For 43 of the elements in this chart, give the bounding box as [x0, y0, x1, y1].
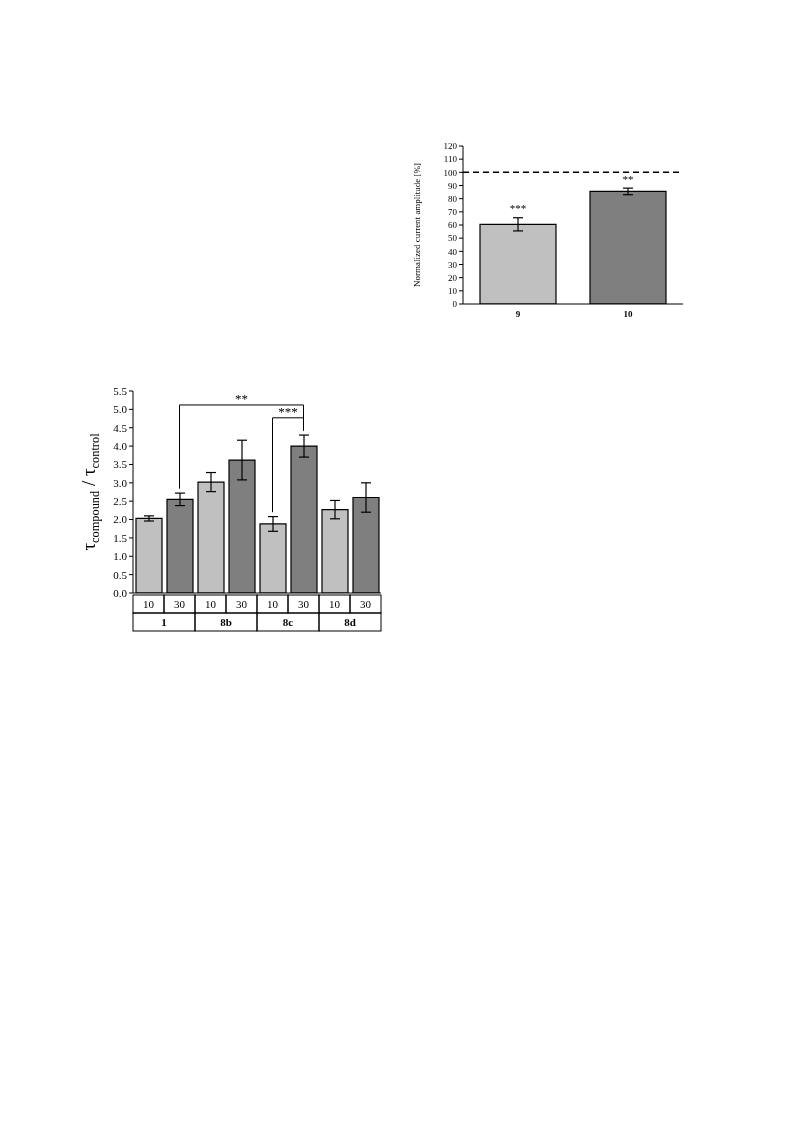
y-tick-label: 50 [448, 233, 458, 244]
y-tick-label: 120 [443, 141, 458, 152]
y-tick-label: 110 [443, 154, 458, 165]
legend-label: 30 [174, 598, 186, 610]
y-tick-label: 30 [448, 259, 458, 270]
x-tick-label: 1 [161, 616, 167, 628]
y-tick-label: 1.0 [113, 550, 128, 563]
category-label: 10 [267, 598, 278, 610]
category-label: 10 [329, 598, 340, 610]
annotation: *** [509, 202, 527, 215]
y-tick-label: 5.5 [113, 384, 128, 397]
text: 30 [236, 598, 247, 610]
y-tick-label: 80 [448, 193, 458, 204]
annotation: ** [235, 390, 248, 406]
y-tick-label: 0 [452, 299, 458, 310]
y-tick-label: 0.0 [113, 586, 128, 599]
text: 30 [360, 598, 371, 610]
y-tick-label: 3.5 [113, 458, 128, 471]
y-axis-title: Normalized current amplitude [%] [411, 162, 422, 288]
y-tick-label: 40 [448, 246, 458, 257]
text: 30 [298, 598, 309, 610]
x-tick-label: 8c [282, 616, 294, 628]
y-tick-label: 5.0 [113, 403, 128, 416]
y-tick-label: 60 [448, 220, 458, 231]
y-tick-label: 2.0 [113, 513, 128, 526]
y-tick-label: 2.5 [113, 495, 128, 508]
annotation: ** [622, 173, 634, 186]
annotation: *** [278, 403, 298, 419]
y-tick-label: 20 [448, 272, 458, 283]
y-tick-label: 0.5 [113, 568, 128, 581]
y-tick-label: 90 [448, 180, 458, 191]
y-tick-label: 100 [443, 167, 458, 178]
x-tick-label: 9 [515, 309, 521, 319]
y-tick-label: 4.0 [113, 440, 128, 452]
category-label: 10 [143, 598, 154, 610]
x-tick-label: 8d [344, 616, 356, 628]
x-tick-label: 8b [220, 616, 232, 628]
legend-label: 10 [205, 598, 217, 610]
y-tick-label: 3.0 [113, 476, 128, 489]
y-tick-label: 1.5 [113, 531, 128, 544]
y-tick-label: 70 [448, 207, 458, 218]
y-tick-label: 10 [448, 286, 458, 297]
y-tick-label: 4.5 [113, 421, 128, 434]
